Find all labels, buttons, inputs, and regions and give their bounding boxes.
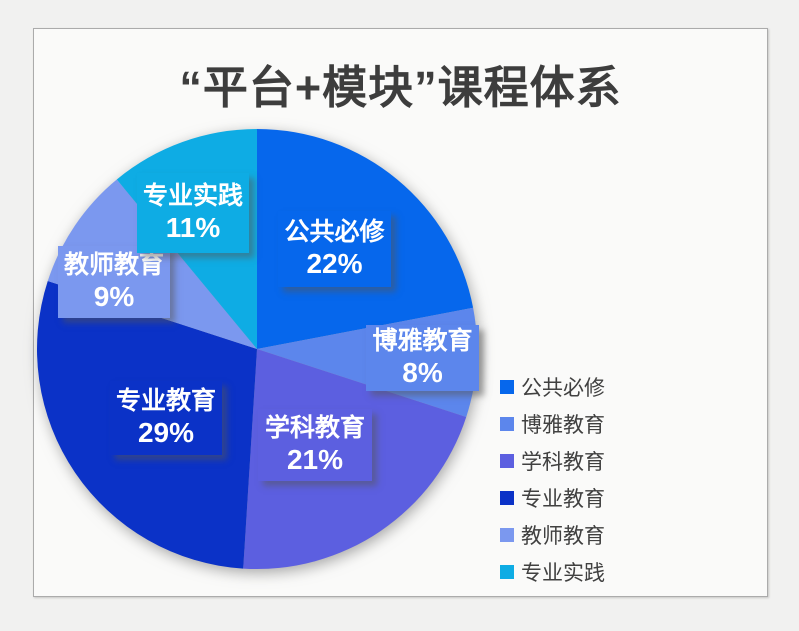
- legend-color-swatch: [500, 379, 514, 394]
- slice-data-label-5: 专业实践 11%: [137, 173, 249, 253]
- slice-data-label-1: 博雅教育 8%: [366, 325, 479, 391]
- chart-card: “平台+模块”课程体系 公共必修 22% 博雅教育 8% 学科教育 21% 专业教育 29% 教…: [33, 28, 768, 597]
- slice-percent: 29%: [137, 417, 195, 449]
- legend-label: 公共必修: [521, 376, 605, 400]
- legend-label: 学科教育: [521, 450, 605, 474]
- slice-name: 专业教育: [115, 386, 216, 415]
- chart-title: “平台+模块”课程体系: [179, 62, 622, 113]
- legend-label: 教师教育: [521, 524, 605, 548]
- legend-label: 专业实践: [521, 561, 605, 585]
- slice-percent: 8%: [402, 357, 443, 389]
- slice-data-label-4: 教师教育 9%: [58, 246, 170, 318]
- legend-item-5: 专业实践: [500, 553, 605, 590]
- legend-item-1: 博雅教育: [500, 405, 605, 442]
- slice-name: 教师教育: [63, 250, 164, 279]
- slice-data-label-0: 公共必修 22%: [278, 211, 391, 287]
- legend-item-2: 学科教育: [500, 442, 605, 479]
- chart-legend: 公共必修博雅教育学科教育专业教育教师教育专业实践: [500, 368, 605, 590]
- legend-label: 专业教育: [521, 487, 605, 511]
- legend-color-swatch: [500, 527, 514, 542]
- legend-color-swatch: [500, 453, 514, 468]
- legend-label: 博雅教育: [521, 413, 605, 437]
- slice-name: 博雅教育: [372, 326, 473, 355]
- slice-name: 学科教育: [264, 413, 365, 442]
- legend-item-4: 教师教育: [500, 516, 605, 553]
- legend-color-swatch: [500, 490, 514, 505]
- legend-item-3: 专业教育: [500, 479, 605, 516]
- legend-color-swatch: [500, 416, 514, 431]
- slice-data-label-2: 学科教育 21%: [258, 409, 372, 481]
- legend-item-0: 公共必修: [500, 368, 605, 405]
- slice-percent: 11%: [165, 212, 221, 244]
- slice-name: 公共必修: [284, 217, 385, 246]
- slice-percent: 21%: [286, 444, 344, 476]
- slice-percent: 22%: [306, 248, 363, 280]
- slice-name: 专业实践: [142, 181, 243, 210]
- legend-color-swatch: [500, 564, 514, 579]
- slice-data-label-3: 专业教育 29%: [110, 381, 222, 455]
- slice-percent: 9%: [93, 281, 135, 313]
